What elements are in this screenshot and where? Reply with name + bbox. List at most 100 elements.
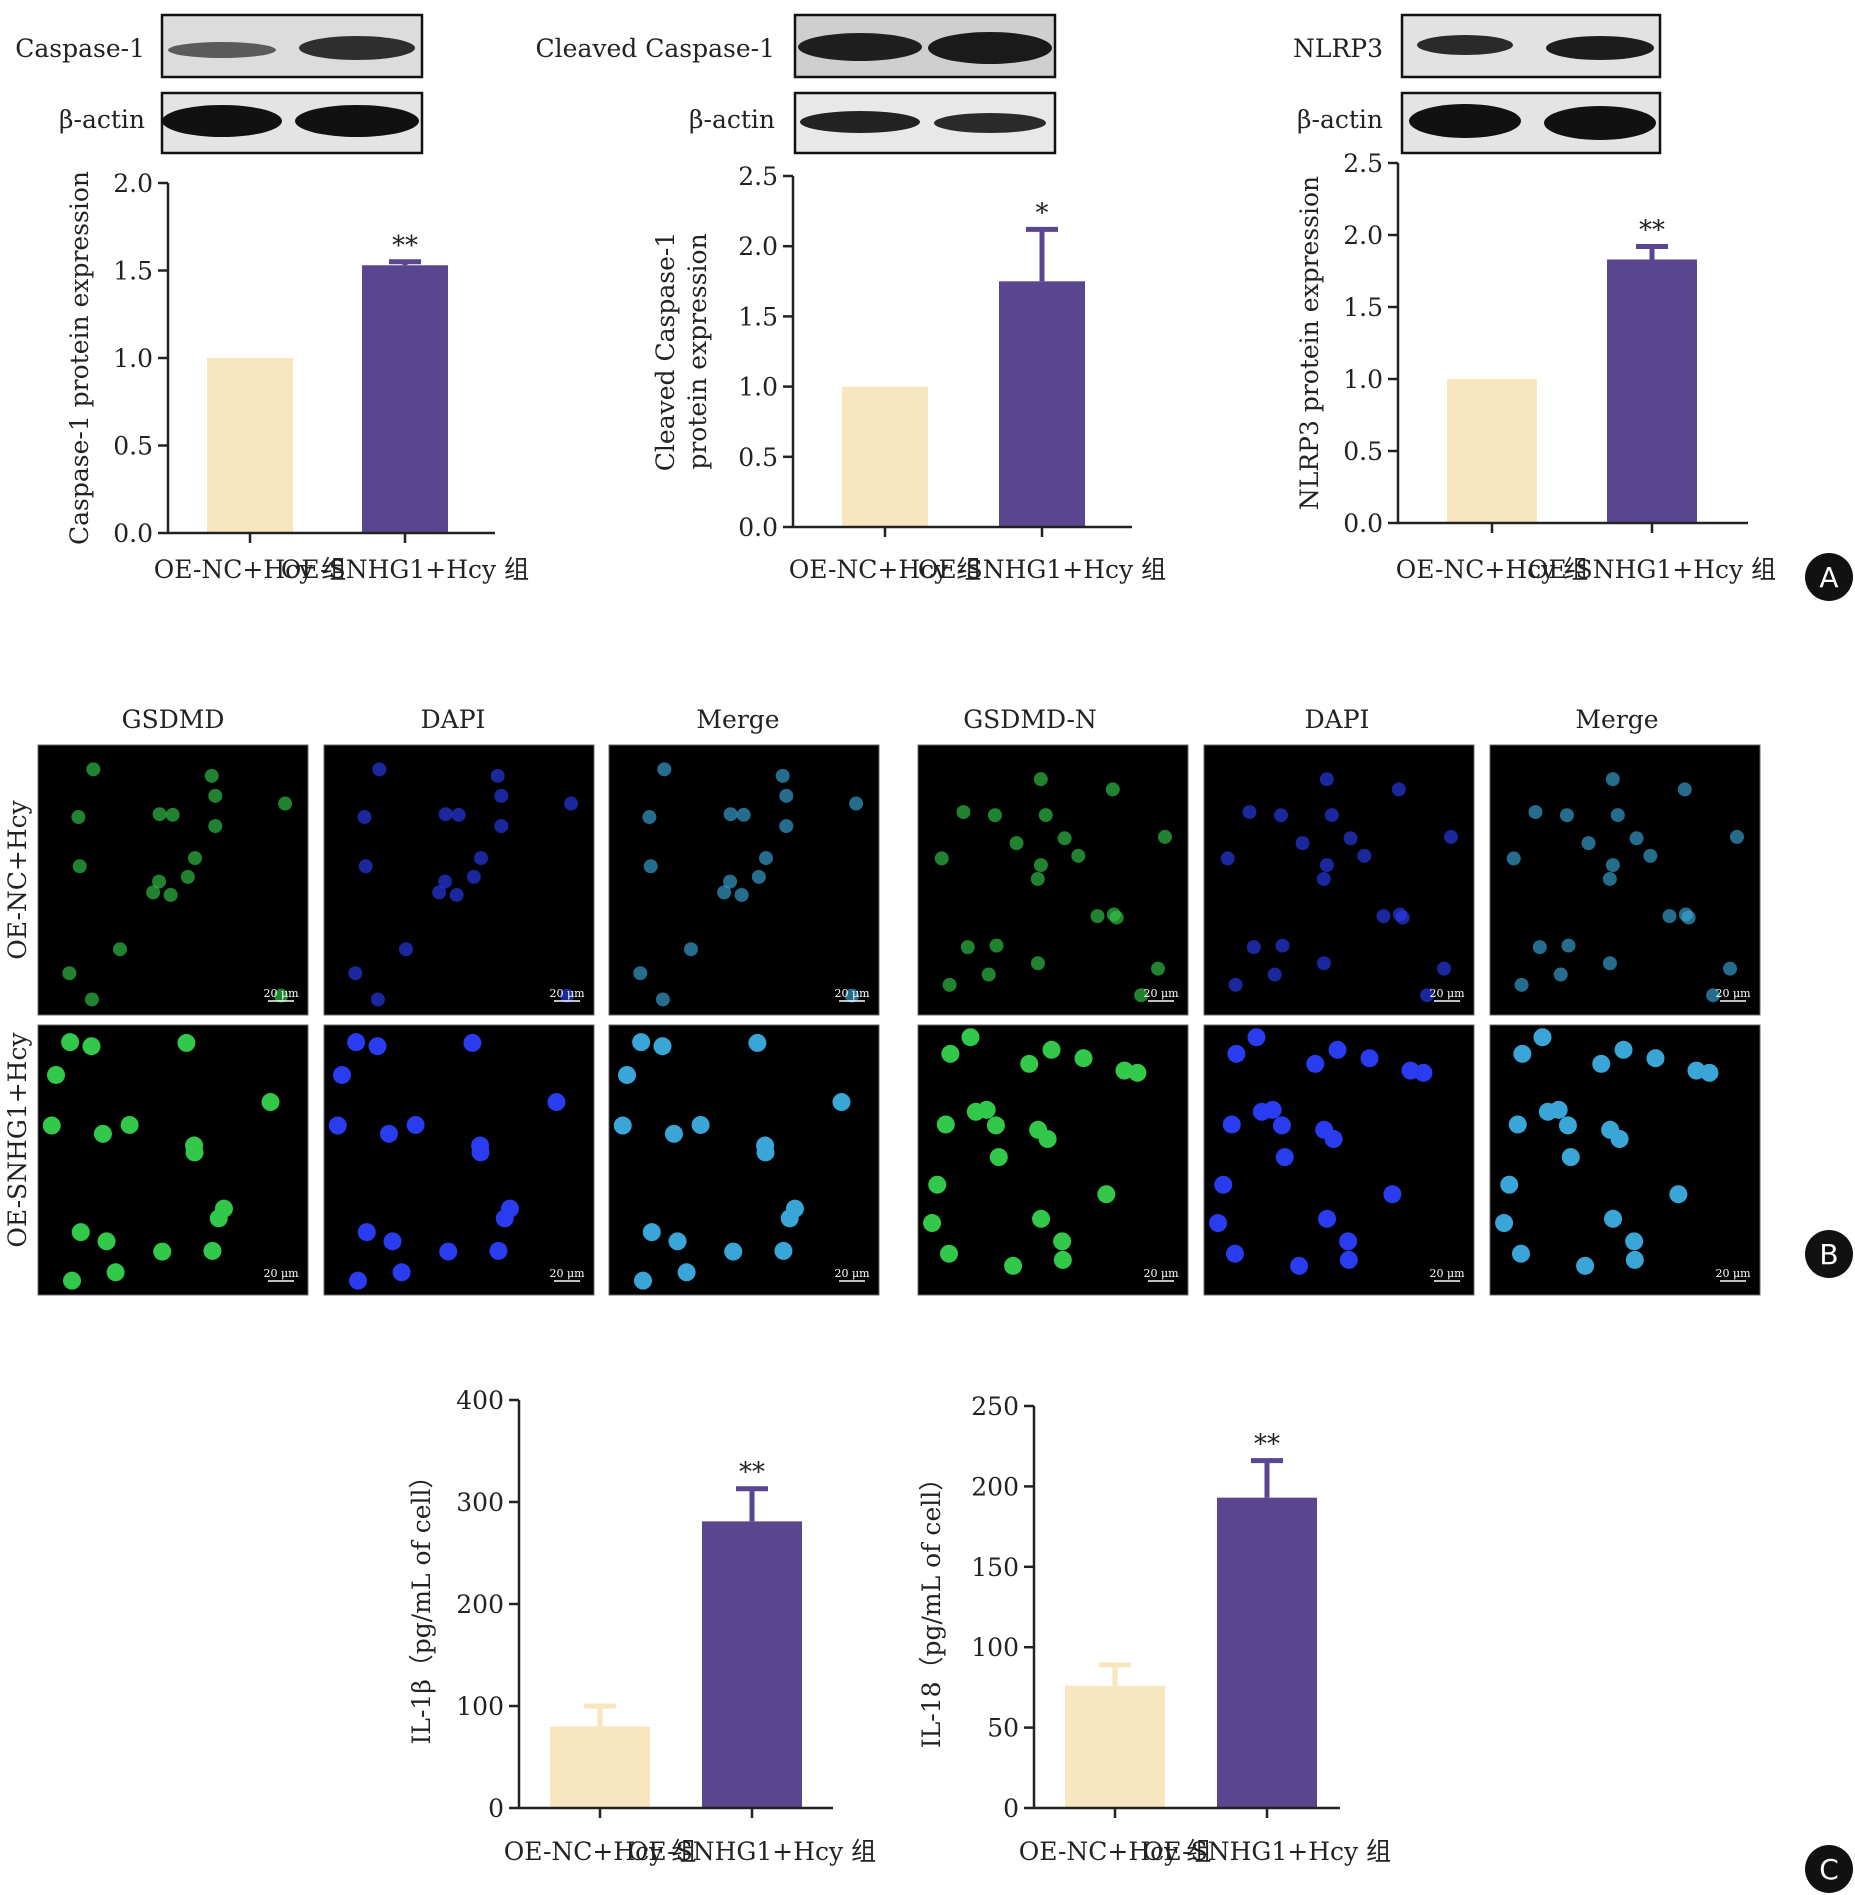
- cell: [564, 796, 579, 811]
- cell: [383, 1232, 402, 1251]
- cell: [775, 768, 790, 783]
- cell: [500, 1199, 519, 1218]
- cell: [1222, 1115, 1241, 1134]
- if-header: GSDMD: [122, 705, 225, 734]
- bar: [999, 281, 1085, 527]
- x-tick-label: OE-NC+Hcy 组: [1396, 555, 1588, 584]
- cell: [1030, 956, 1045, 971]
- cell: [1115, 1061, 1134, 1080]
- cell: [1029, 1120, 1048, 1139]
- cell: [1339, 1250, 1358, 1269]
- panel-label-c-text: C: [1819, 1853, 1839, 1886]
- y-tick-label: 0.5: [738, 443, 778, 472]
- cell: [1604, 1209, 1623, 1228]
- bar: [1607, 259, 1697, 523]
- cell: [989, 1148, 1008, 1167]
- micrograph-tile: 20 μm: [608, 744, 880, 1016]
- cell: [1004, 1256, 1023, 1275]
- y-tick-label: 200: [971, 1472, 1019, 1501]
- y-axis-label: IL-1β（pg/mL of cell）: [407, 1463, 436, 1744]
- micrograph-background: [917, 1024, 1189, 1296]
- cell: [84, 992, 99, 1007]
- cell: [1057, 831, 1072, 846]
- x-tick-label: OE-NC+Hcy 组: [504, 1837, 696, 1866]
- cell: [1392, 907, 1407, 922]
- cell: [463, 1033, 482, 1052]
- cell: [1074, 1049, 1093, 1068]
- scale-bar-label: 20 μm: [1429, 987, 1465, 1000]
- micrograph-background: [37, 1024, 309, 1296]
- cell: [655, 992, 670, 1007]
- immunofluorescence-panel: GSDMD DAPI Merge GSDMD-N DAPI Merge OE-N…: [3, 705, 1761, 1296]
- cell: [668, 1232, 687, 1251]
- cell: [657, 762, 672, 777]
- panel-label-c: C: [1805, 1845, 1853, 1893]
- cell: [153, 1242, 172, 1261]
- cell: [473, 851, 488, 866]
- y-tick-label: 0.0: [1343, 509, 1383, 538]
- cell: [86, 762, 101, 777]
- cell: [1643, 848, 1658, 863]
- cell: [494, 819, 509, 834]
- x-tick-label: OE-SNHG1+Hcy 组: [281, 555, 529, 584]
- panel-label-a: A: [1805, 553, 1853, 601]
- cell: [1511, 1244, 1530, 1263]
- cell: [1090, 909, 1105, 924]
- cell: [93, 1124, 112, 1143]
- cell: [490, 768, 505, 783]
- cell: [1559, 808, 1574, 823]
- cell: [1053, 1232, 1072, 1251]
- y-tick-label: 0: [488, 1794, 504, 1823]
- cell: [1020, 1054, 1039, 1073]
- cell: [97, 1232, 116, 1251]
- cell: [214, 1199, 233, 1218]
- cell: [1437, 961, 1452, 976]
- cell: [677, 1263, 696, 1282]
- scale-bar-label: 20 μm: [263, 1267, 299, 1280]
- bar: [207, 358, 293, 533]
- blot-image-target: [793, 13, 1057, 79]
- cell: [1246, 940, 1261, 955]
- blot-image-actin: [793, 91, 1057, 155]
- cell: [1272, 1116, 1291, 1135]
- cell: [939, 1244, 958, 1263]
- cell: [203, 1241, 222, 1260]
- cell: [748, 1033, 767, 1052]
- cell: [152, 807, 167, 822]
- blot-loading-label: β-actin: [1297, 105, 1383, 134]
- micrograph-tile: 20 μm: [917, 744, 1189, 1016]
- cell: [208, 788, 223, 803]
- blot-image-actin: [160, 91, 424, 155]
- cell: [1581, 836, 1596, 851]
- y-tick-label: 50: [987, 1714, 1019, 1743]
- cell: [328, 1116, 347, 1135]
- cell: [642, 1223, 661, 1242]
- cell: [751, 869, 766, 884]
- cell: [1687, 1061, 1706, 1080]
- blot-image-target: [160, 13, 424, 79]
- cell: [449, 887, 464, 902]
- cell: [1275, 1148, 1294, 1167]
- panel-label-a-text: A: [1819, 561, 1838, 594]
- cell: [1267, 967, 1282, 982]
- cell: [1391, 782, 1406, 797]
- cell: [1533, 1028, 1552, 1047]
- significance-marker: *: [1036, 198, 1049, 228]
- cell: [1339, 1232, 1358, 1251]
- y-tick-label: 100: [456, 1692, 504, 1721]
- cell: [1242, 805, 1257, 820]
- cell: [208, 819, 223, 834]
- cell: [961, 1028, 980, 1047]
- cell: [691, 1115, 710, 1134]
- cell: [71, 1223, 90, 1242]
- cell: [1602, 871, 1617, 886]
- if-header: DAPI: [421, 705, 486, 734]
- cell: [1646, 1049, 1665, 1068]
- cell: [779, 788, 794, 803]
- cell: [736, 807, 751, 822]
- scale-bar-label: 20 μm: [834, 987, 870, 1000]
- x-tick-label: OE-NC+Hcy 组: [154, 555, 346, 584]
- cell: [204, 768, 219, 783]
- y-tick-label: 0.5: [1343, 437, 1383, 466]
- cell: [642, 810, 657, 825]
